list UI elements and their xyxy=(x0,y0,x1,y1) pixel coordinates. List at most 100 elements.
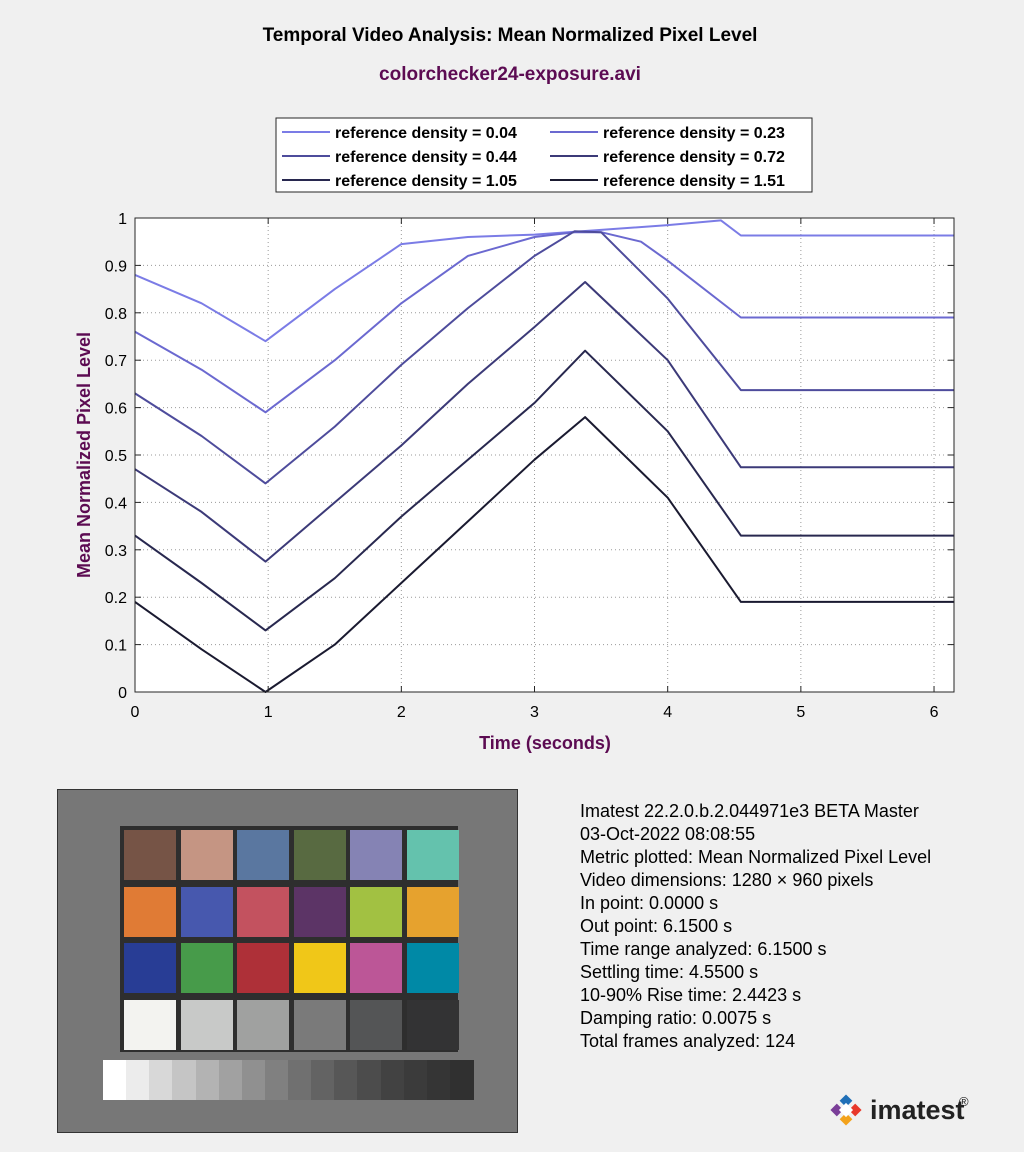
gray-step xyxy=(403,1060,428,1100)
legend-label-5: reference density = 1.05 xyxy=(335,173,517,190)
y-tick-label: 0.3 xyxy=(105,543,127,560)
color-patch xyxy=(350,886,403,937)
gray-step xyxy=(380,1060,405,1100)
color-patch xyxy=(293,943,346,994)
info-line: In point: 0.0000 s xyxy=(580,893,719,913)
x-axis-label: Time (seconds) xyxy=(479,733,611,753)
gray-step xyxy=(218,1060,243,1100)
y-axis-ticks: 0 0.1 0.2 0.3 0.4 0.5 0.6 0.7 0.8 0.9 1 xyxy=(105,211,954,702)
color-patch xyxy=(124,999,176,1050)
chart-title: Temporal Video Analysis: Mean Normalized… xyxy=(263,25,758,46)
legend-label-6: reference density = 1.51 xyxy=(603,173,785,190)
plot-area: 0 0.1 0.2 0.3 0.4 0.5 0.6 0.7 0.8 0.9 1 0 1 2 3 4 5 6 xyxy=(105,211,955,721)
color-patch xyxy=(124,943,176,994)
series-lines xyxy=(134,219,954,693)
line-chart: Temporal Video Analysis: Mean Normalized… xyxy=(74,25,955,753)
color-patch xyxy=(180,999,233,1050)
color-patch xyxy=(407,943,459,994)
info-line: Time range analyzed: 6.1500 s xyxy=(580,939,827,959)
gray-step xyxy=(264,1060,289,1100)
x-tick-label: 1 xyxy=(264,704,273,721)
color-patch xyxy=(350,943,403,994)
y-tick-label: 0.4 xyxy=(105,495,127,512)
legend-label-4: reference density = 0.72 xyxy=(603,149,785,166)
color-patch xyxy=(407,886,459,937)
color-patch xyxy=(350,999,403,1050)
series-line-1 xyxy=(134,219,954,343)
y-tick-label: 0 xyxy=(118,685,127,702)
legend-label-2: reference density = 0.23 xyxy=(603,125,785,142)
gray-step xyxy=(311,1060,335,1100)
info-line: Damping ratio: 0.0075 s xyxy=(580,1008,772,1028)
gray-step xyxy=(357,1060,381,1100)
series-line-3 xyxy=(134,230,954,485)
imatest-logo-registered: ® xyxy=(959,1094,969,1109)
y-tick-label: 0.6 xyxy=(105,401,127,418)
x-tick-label: 3 xyxy=(530,704,539,721)
y-tick-label: 0.5 xyxy=(105,448,127,465)
imatest-logo-mark xyxy=(830,1094,862,1126)
y-tick-label: 0.1 xyxy=(105,638,127,655)
x-tick-label: 6 xyxy=(930,704,939,721)
gray-step xyxy=(103,1060,127,1100)
color-patch xyxy=(180,943,233,994)
color-patch xyxy=(293,999,346,1050)
gray-step xyxy=(288,1060,312,1100)
gray-step xyxy=(195,1060,220,1100)
gray-step xyxy=(426,1060,451,1100)
color-patch xyxy=(293,830,346,880)
gray-step xyxy=(126,1060,150,1100)
color-patch xyxy=(350,830,403,880)
color-patch xyxy=(180,830,233,880)
color-patch xyxy=(124,830,176,880)
color-patch xyxy=(180,886,233,937)
gray-step xyxy=(241,1060,266,1100)
series-line-6 xyxy=(134,416,954,693)
y-tick-label: 1 xyxy=(118,211,127,228)
colorchecker-image xyxy=(57,789,518,1133)
color-patch xyxy=(407,999,459,1050)
color-patch xyxy=(407,830,459,880)
info-line: Out point: 6.1500 s xyxy=(580,916,733,936)
gray-step xyxy=(449,1060,474,1100)
gray-step xyxy=(149,1060,173,1100)
chart-subtitle: colorchecker24-exposure.avi xyxy=(379,64,641,85)
info-line: Settling time: 4.5500 s xyxy=(580,962,759,982)
info-line: Total frames analyzed: 124 xyxy=(580,1031,796,1051)
x-axis-ticks: 0 1 2 3 4 5 6 xyxy=(131,218,939,721)
series-line-5 xyxy=(134,349,954,632)
gray-step xyxy=(172,1060,196,1100)
legend-box xyxy=(275,117,813,193)
color-patch xyxy=(237,943,290,994)
legend-label-3: reference density = 0.44 xyxy=(335,149,517,166)
info-line: 03-Oct-2022 08:08:55 xyxy=(580,824,756,844)
color-patch xyxy=(237,999,290,1050)
grayscale-strip xyxy=(103,1060,474,1100)
x-tick-label: 0 xyxy=(131,704,140,721)
gray-step xyxy=(334,1060,358,1100)
color-patch xyxy=(293,886,346,937)
info-panel: Imatest 22.2.0.b.2.044971e3 BETA Master 0… xyxy=(580,800,931,1053)
grid xyxy=(135,218,954,692)
y-axis-label: Mean Normalized Pixel Level xyxy=(74,332,94,578)
colorchecker-grid xyxy=(120,826,459,1052)
imatest-logo-text: imatest xyxy=(870,1095,965,1125)
color-patch xyxy=(237,830,290,880)
series-line-2 xyxy=(134,231,954,414)
info-line: Imatest 22.2.0.b.2.044971e3 BETA Master xyxy=(580,801,919,821)
y-tick-label: 0.9 xyxy=(105,258,127,275)
color-patch xyxy=(124,886,176,937)
imatest-logo: imatest ® xyxy=(830,1094,969,1126)
x-tick-label: 2 xyxy=(397,704,406,721)
series-line-4 xyxy=(134,281,954,563)
color-patch xyxy=(237,886,290,937)
x-tick-label: 4 xyxy=(663,704,672,721)
info-line: 10-90% Rise time: 2.4423 s xyxy=(580,985,802,1005)
y-tick-label: 0.8 xyxy=(105,306,127,323)
x-tick-label: 5 xyxy=(796,704,805,721)
y-tick-label: 0.2 xyxy=(105,590,127,607)
legend: reference density = 0.04 reference densit… xyxy=(275,117,813,193)
info-line: Video dimensions: 1280 × 960 pixels xyxy=(580,870,874,890)
y-tick-label: 0.7 xyxy=(105,353,127,370)
legend-label-1: reference density = 0.04 xyxy=(335,125,517,142)
